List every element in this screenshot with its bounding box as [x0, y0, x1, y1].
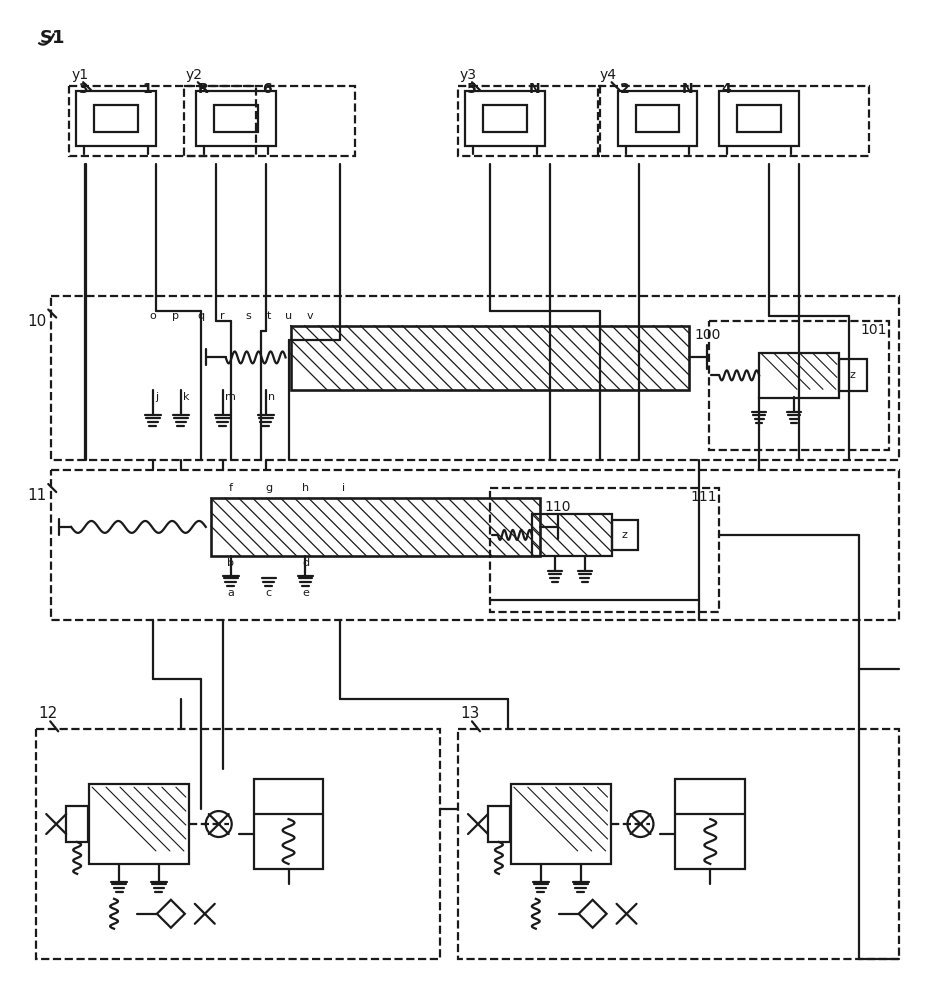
- Text: k: k: [183, 392, 189, 402]
- Text: 111: 111: [691, 490, 717, 504]
- Text: q: q: [198, 311, 204, 321]
- Text: 5: 5: [467, 82, 477, 96]
- Text: n: n: [267, 392, 275, 402]
- Text: r: r: [220, 311, 225, 321]
- Text: j: j: [155, 392, 158, 402]
- Text: 100: 100: [694, 328, 721, 342]
- Bar: [291, 326, 690, 390]
- Text: f: f: [229, 483, 232, 493]
- Text: 101: 101: [860, 323, 886, 337]
- Bar: [488, 806, 510, 842]
- Bar: [719, 91, 799, 146]
- Bar: [66, 806, 88, 842]
- Text: y4: y4: [599, 68, 616, 82]
- Text: m: m: [225, 392, 235, 402]
- Text: 6: 6: [262, 82, 272, 96]
- Text: 10: 10: [27, 314, 46, 329]
- Bar: [839, 359, 867, 391]
- Bar: [183, 86, 356, 156]
- Bar: [737, 105, 781, 132]
- Bar: [612, 520, 637, 550]
- Bar: [458, 86, 599, 156]
- Text: s: s: [246, 311, 251, 321]
- Text: 13: 13: [460, 706, 479, 721]
- Text: u: u: [285, 311, 292, 321]
- Text: N: N: [681, 82, 694, 96]
- Bar: [511, 784, 611, 864]
- Bar: [759, 353, 839, 398]
- Bar: [490, 488, 719, 612]
- Bar: [598, 86, 869, 156]
- Text: d: d: [302, 558, 309, 568]
- Bar: [617, 91, 697, 146]
- Bar: [196, 91, 276, 146]
- Text: a: a: [228, 588, 234, 598]
- Text: c: c: [265, 588, 272, 598]
- Text: N: N: [529, 82, 541, 96]
- Text: z: z: [850, 370, 855, 380]
- Bar: [254, 779, 324, 869]
- Bar: [532, 514, 612, 556]
- Text: 110: 110: [545, 500, 571, 514]
- Bar: [51, 296, 899, 460]
- Bar: [89, 784, 189, 864]
- Text: e: e: [302, 588, 309, 598]
- Bar: [51, 470, 899, 620]
- Text: h: h: [302, 483, 309, 493]
- Text: o: o: [150, 311, 156, 321]
- Text: z: z: [622, 530, 628, 540]
- Bar: [37, 729, 440, 959]
- Bar: [465, 91, 545, 146]
- Text: 2: 2: [619, 82, 630, 96]
- Bar: [635, 105, 679, 132]
- Bar: [458, 729, 899, 959]
- Bar: [211, 498, 540, 556]
- Bar: [70, 86, 256, 156]
- Text: R: R: [198, 82, 209, 96]
- Bar: [676, 779, 745, 869]
- Text: i: i: [342, 483, 345, 493]
- Text: 1: 1: [142, 82, 152, 96]
- Bar: [214, 105, 258, 132]
- Text: y1: y1: [72, 68, 88, 82]
- Text: y3: y3: [460, 68, 477, 82]
- Bar: [94, 105, 138, 132]
- Bar: [76, 91, 156, 146]
- Text: y2: y2: [185, 68, 203, 82]
- Text: S1: S1: [40, 29, 65, 47]
- Text: v: v: [307, 311, 313, 321]
- Text: 12: 12: [39, 706, 57, 721]
- Text: g: g: [265, 483, 272, 493]
- Text: 11: 11: [27, 488, 46, 503]
- Text: 4: 4: [721, 82, 731, 96]
- Text: t: t: [266, 311, 271, 321]
- Text: p: p: [172, 311, 180, 321]
- Text: 3: 3: [78, 82, 88, 96]
- Bar: [710, 321, 888, 450]
- Bar: [483, 105, 527, 132]
- Text: b: b: [227, 558, 234, 568]
